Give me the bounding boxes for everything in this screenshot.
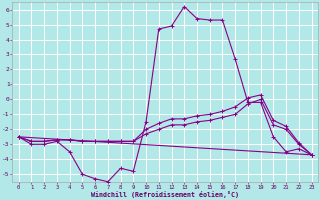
X-axis label: Windchill (Refroidissement éolien,°C): Windchill (Refroidissement éolien,°C) — [91, 191, 239, 198]
